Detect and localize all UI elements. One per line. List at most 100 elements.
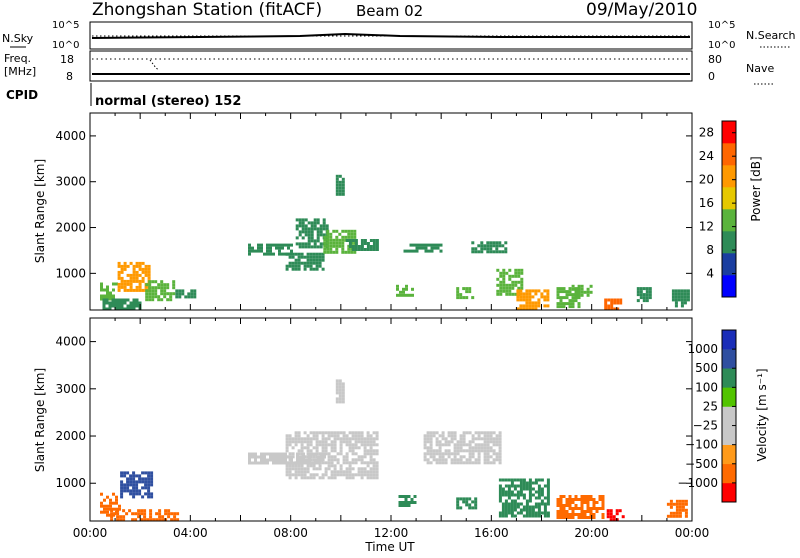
velocity-cell [501, 487, 505, 491]
power-cell [604, 307, 608, 311]
velocity-cell [321, 446, 325, 450]
velocity-cell [272, 455, 275, 459]
power-cell [366, 248, 370, 251]
power-cell [347, 244, 351, 248]
power-cell [396, 293, 399, 297]
velocity-cell [147, 483, 151, 487]
velocity-cell [580, 510, 584, 513]
power-cell [141, 267, 145, 271]
velocity-cell [120, 486, 124, 490]
power-cell [123, 288, 127, 292]
velocity-cell [413, 495, 417, 498]
velocity-cell [342, 461, 346, 465]
velocity-cell [453, 443, 457, 447]
velocity-cell [330, 461, 334, 465]
velocity-cell [306, 440, 310, 444]
velocity-cell [483, 431, 487, 435]
power-cell [372, 248, 376, 251]
velocity-cell [123, 486, 127, 490]
velocity-cell [531, 493, 535, 497]
velocity-cell [330, 473, 334, 477]
velocity-cell [483, 443, 487, 447]
velocity-cell [103, 498, 106, 502]
velocity-cell [335, 382, 339, 386]
velocity-cell [110, 509, 114, 513]
velocity-cell [366, 437, 370, 441]
velocity-cell [516, 505, 520, 509]
velocity-cell [140, 512, 144, 516]
power-cell [298, 233, 302, 237]
velocity-cell [534, 478, 538, 482]
nsky-label: N.Sky [2, 32, 34, 45]
power-cell [332, 244, 336, 248]
power-cell [169, 298, 173, 302]
power-cell [135, 264, 139, 268]
velocity-cell [351, 437, 355, 441]
velocity-cell [318, 440, 322, 444]
power-cell [297, 258, 301, 262]
power-cell [406, 249, 410, 253]
velocity-cell [537, 496, 541, 500]
power-cell [680, 295, 684, 299]
velocity-cell [601, 516, 605, 519]
velocity-cell [131, 512, 135, 516]
power-cell [348, 239, 352, 242]
power-cell [105, 301, 109, 305]
velocity-cell [528, 484, 532, 488]
power-cell [492, 244, 496, 248]
power-cell [309, 267, 313, 271]
velocity-cell [138, 489, 142, 493]
power-cell [108, 307, 112, 311]
power-cell [100, 297, 103, 301]
power-cell [335, 180, 339, 184]
power-cell [100, 294, 103, 298]
power-cell [517, 280, 521, 284]
power-cell [148, 289, 152, 293]
power-cell [120, 301, 124, 305]
velocity-cell [135, 480, 139, 484]
power-cell [338, 192, 342, 196]
velocity-cell [456, 443, 460, 447]
velocity-cell [510, 490, 514, 494]
velocity-cell [260, 461, 263, 465]
velocity-cell [312, 434, 316, 438]
velocity-cell [327, 452, 331, 456]
velocity-cell [465, 431, 469, 435]
power-cell [106, 285, 109, 289]
power-cell [120, 264, 124, 268]
velocity-cell [288, 467, 292, 471]
velocity-cell [498, 461, 502, 465]
power-cell [322, 233, 326, 237]
power-cell [514, 280, 518, 284]
velocity-cell [348, 431, 352, 435]
velocity-cell [444, 452, 448, 456]
velocity-cell [669, 505, 673, 509]
power-cell [318, 252, 322, 256]
velocity-cell [312, 455, 316, 459]
velocity-cell [123, 483, 127, 487]
power-cell [129, 288, 133, 292]
velocity-cell [150, 495, 154, 499]
velocity-cell [306, 467, 310, 471]
power-cell [537, 289, 541, 293]
velocity-cell [525, 508, 529, 512]
velocity-cell [589, 516, 593, 519]
velocity-cell [309, 461, 313, 465]
velocity-cell [562, 516, 566, 519]
power-cell [525, 289, 529, 293]
power-cell [332, 229, 336, 233]
velocity-cell [354, 431, 358, 435]
power-cell [316, 239, 320, 243]
power-cell [341, 177, 345, 181]
velocity-cell [372, 461, 376, 465]
power-cell [310, 230, 314, 234]
power-cell [126, 282, 130, 286]
velocity-cell [678, 505, 682, 509]
velocity-cell [540, 499, 544, 503]
velocity-cell [126, 471, 130, 475]
velocity-cell [531, 514, 535, 518]
power-cell [257, 249, 260, 253]
velocity-cell [450, 434, 454, 438]
velocity-cell [336, 431, 340, 435]
velocity-cell [315, 455, 319, 459]
